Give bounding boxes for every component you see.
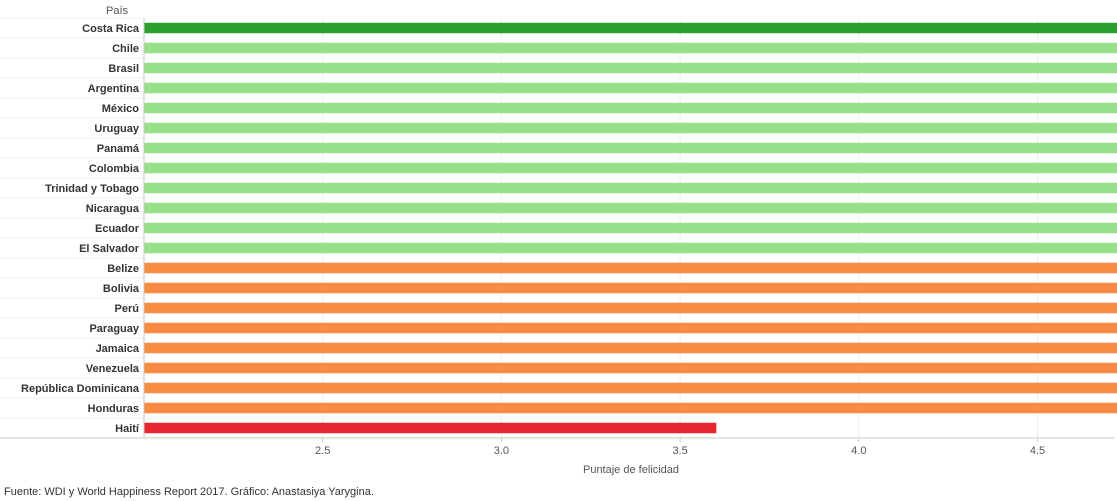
- bar: [144, 182, 1117, 194]
- category-label: Jamaica: [96, 343, 140, 355]
- axes: [0, 18, 1115, 439]
- category-label: Costa Rica: [82, 23, 140, 35]
- category-label: Perú: [115, 303, 139, 315]
- category-label: Honduras: [88, 403, 139, 415]
- bar: [144, 262, 1117, 274]
- category-label: Bolivia: [103, 283, 140, 295]
- bar: [144, 202, 1117, 214]
- bar: [144, 42, 1117, 54]
- bar: [144, 222, 1117, 234]
- category-labels: Costa Rica Chile Brasil Argentina México Urug…: [21, 23, 140, 435]
- x-axis-label: Puntaje de felicidad: [583, 464, 679, 476]
- bar: [144, 282, 1117, 294]
- source-note: Fuente: WDI y World Happiness Report 201…: [4, 486, 374, 498]
- x-tick-label: 4.0: [851, 445, 866, 457]
- x-tick-label: 4.5: [1030, 445, 1045, 457]
- bar: [144, 402, 1117, 414]
- bars: [144, 22, 1117, 434]
- bar: [144, 82, 1117, 94]
- category-label: Brasil: [108, 63, 139, 75]
- category-label: Ecuador: [95, 223, 140, 235]
- bar: [144, 22, 1117, 34]
- bar: [144, 422, 717, 434]
- category-label: Paraguay: [89, 323, 139, 335]
- category-label: Belize: [107, 263, 139, 275]
- bar: [144, 242, 1117, 254]
- category-label: Uruguay: [94, 123, 140, 135]
- category-label: Panamá: [97, 143, 140, 155]
- bar: [144, 342, 1117, 354]
- happiness-bar-chart: País Costa Rica Chile Brasil Argentina Méxic…: [0, 5, 1117, 476]
- category-label: Chile: [112, 43, 139, 55]
- category-label: República Dominicana: [21, 383, 140, 395]
- x-tick-labels: 2.53.03.54.04.55.05.56.06.57.0: [315, 438, 1045, 457]
- category-label: México: [102, 103, 140, 115]
- bar: [144, 122, 1117, 134]
- bar: [144, 102, 1117, 114]
- bar: [144, 362, 1117, 374]
- category-label: Argentina: [88, 83, 140, 95]
- x-tick-label: 3.5: [672, 445, 687, 457]
- x-tick-label: 2.5: [315, 445, 330, 457]
- category-label: Colombia: [89, 163, 140, 175]
- row-header: País: [106, 5, 129, 17]
- category-label: Nicaragua: [86, 203, 140, 215]
- bar: [144, 322, 1117, 334]
- bar: [144, 302, 1117, 314]
- bar: [144, 382, 1117, 394]
- bar: [144, 142, 1117, 154]
- category-label: Haití: [115, 423, 140, 435]
- x-tick-label: 3.0: [494, 445, 509, 457]
- bar: [144, 162, 1117, 174]
- category-label: El Salvador: [79, 243, 140, 255]
- category-label: Venezuela: [86, 363, 140, 375]
- category-label: Trinidad y Tobago: [45, 183, 139, 195]
- bar: [144, 62, 1117, 74]
